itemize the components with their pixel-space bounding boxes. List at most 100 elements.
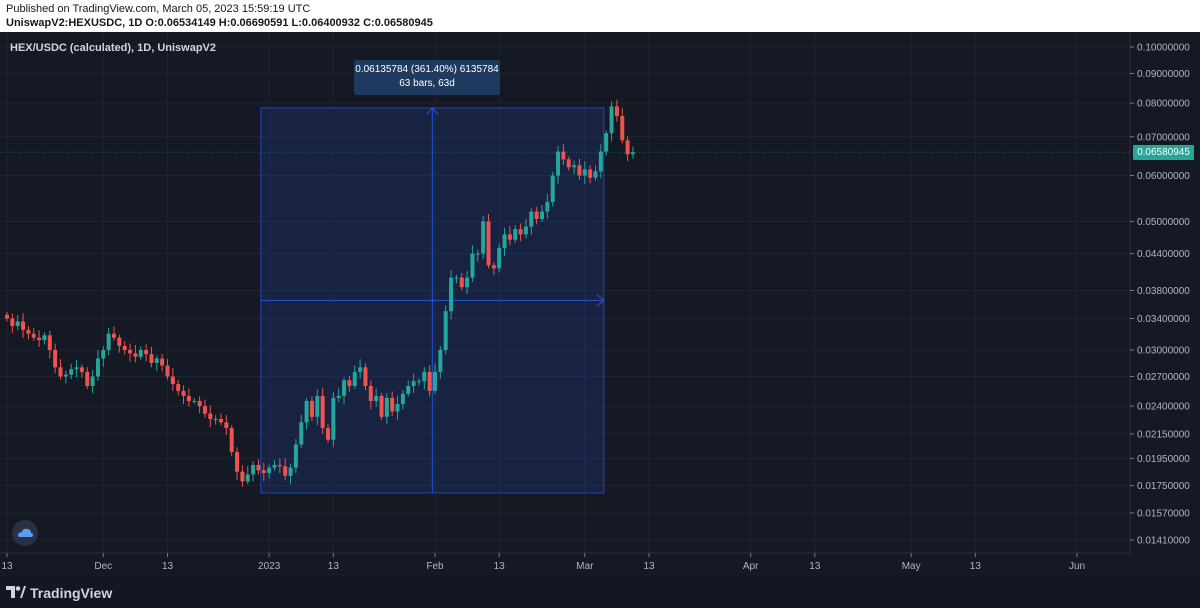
candle-body: [561, 151, 566, 160]
candle-body: [293, 444, 298, 468]
time-tick-label: Apr: [743, 561, 759, 572]
candle-body: [256, 464, 261, 471]
time-tick-label: Mar: [576, 561, 594, 572]
measure-arrowhead-right: [596, 294, 605, 307]
candle-body: [5, 314, 9, 319]
candle-body: [15, 321, 20, 327]
ohlc-summary: UniswapV2:HEXUSDC, 1D O:0.06534149 H:0.0…: [6, 17, 433, 29]
candle-body: [235, 452, 240, 472]
price-tick-label: 0.01570000: [1137, 508, 1190, 519]
candle-body: [170, 376, 175, 385]
time-tick-label: Feb: [426, 561, 444, 572]
time-tick-label: Jun: [1069, 561, 1085, 572]
candle-body: [53, 349, 58, 368]
candle-body: [481, 221, 486, 254]
candle-body: [523, 226, 528, 235]
candle-body: [406, 386, 411, 394]
candle-body: [604, 133, 609, 152]
measure-price-change: 0.06135784 (361.40%) 6135784: [355, 64, 499, 75]
candle-body: [272, 464, 277, 468]
candle-body: [326, 428, 330, 440]
cloud-icon[interactable]: [12, 520, 38, 546]
candle-body: [411, 381, 416, 387]
candle-body: [507, 234, 512, 240]
candle-body: [101, 349, 106, 359]
candle-body: [368, 386, 373, 401]
candle-body: [138, 349, 143, 357]
price-tick-label: 0.08000000: [1137, 99, 1190, 110]
price-tick-label: 0.02700000: [1137, 372, 1190, 383]
tradingview-logo-icon: [6, 585, 26, 601]
candle-body: [384, 397, 389, 417]
time-tick-label: 13: [494, 561, 506, 572]
candle-body: [630, 152, 635, 155]
candle-body: [588, 169, 593, 178]
candle-body: [459, 277, 464, 288]
candle-body: [625, 140, 630, 155]
candle-body: [443, 311, 448, 350]
candle-body: [95, 358, 100, 377]
candle-body: [197, 400, 202, 407]
candle-body: [58, 367, 63, 377]
candle-body: [117, 337, 122, 346]
candle-body: [609, 106, 614, 134]
time-tick-label: 13: [643, 561, 655, 572]
candle-body: [593, 171, 598, 178]
measure-arrowhead-up: [425, 107, 439, 116]
candle-body: [320, 395, 325, 429]
candle-body: [133, 353, 138, 357]
candle-body: [309, 400, 314, 417]
candle-body: [85, 371, 90, 387]
candle-body: [213, 419, 218, 421]
candle-body: [598, 151, 603, 172]
chart-area[interactable]: 0.10000000 0.09000000 0.08000000 0.07000000…: [0, 32, 1200, 578]
candle-body: [229, 428, 234, 453]
candle-body: [149, 354, 154, 363]
time-tick-label: 13: [328, 561, 340, 572]
candle-body: [251, 464, 256, 475]
price-tick-label: 0.03000000: [1137, 345, 1190, 356]
candle-body: [347, 380, 352, 387]
candle-body: [74, 367, 79, 370]
candle-body: [10, 318, 15, 327]
candle-body: [315, 395, 320, 417]
candle-body: [224, 422, 229, 429]
candle-body: [288, 467, 293, 476]
candle-body: [267, 467, 272, 474]
candle-body: [518, 229, 523, 235]
time-tick-label: 2023: [258, 561, 281, 572]
candle-body: [582, 169, 587, 176]
candle-body: [26, 329, 31, 334]
candle-body: [475, 253, 480, 255]
candlestick-chart[interactable]: 0.10000000 0.09000000 0.08000000 0.07000000…: [0, 32, 1200, 578]
candle-body: [433, 371, 437, 391]
candle-body: [352, 371, 357, 387]
tradingview-brand[interactable]: TradingView: [6, 585, 112, 601]
candle-body: [219, 419, 223, 423]
candle-body: [486, 221, 491, 266]
price-tick-label: 0.10000000: [1137, 43, 1190, 54]
candle-body: [283, 466, 288, 476]
price-tick-label: 0.05000000: [1137, 217, 1190, 228]
candle-body: [540, 211, 544, 219]
candle-body: [449, 277, 454, 312]
candle-body: [390, 397, 395, 412]
candle-body: [497, 247, 502, 269]
candle-body: [208, 413, 213, 420]
candle-body: [240, 471, 245, 482]
candle-body: [47, 335, 52, 350]
candle-body: [416, 381, 421, 383]
last-price-label: 0.06580945: [1133, 145, 1194, 160]
price-tick-label: 0.01410000: [1137, 536, 1190, 547]
candle-body: [550, 175, 555, 203]
candle-body: [31, 333, 36, 338]
candle-body: [186, 395, 191, 401]
candle-body: [21, 321, 26, 330]
published-timestamp: Published on TradingView.com, March 05, …: [6, 3, 311, 15]
time-tick-label: 13: [1, 561, 13, 572]
price-tick-label: 0.02400000: [1137, 402, 1190, 413]
footer: TradingView: [0, 578, 1200, 608]
candle-body: [491, 265, 496, 269]
candle-body: [202, 406, 207, 414]
candle-body: [534, 211, 539, 219]
